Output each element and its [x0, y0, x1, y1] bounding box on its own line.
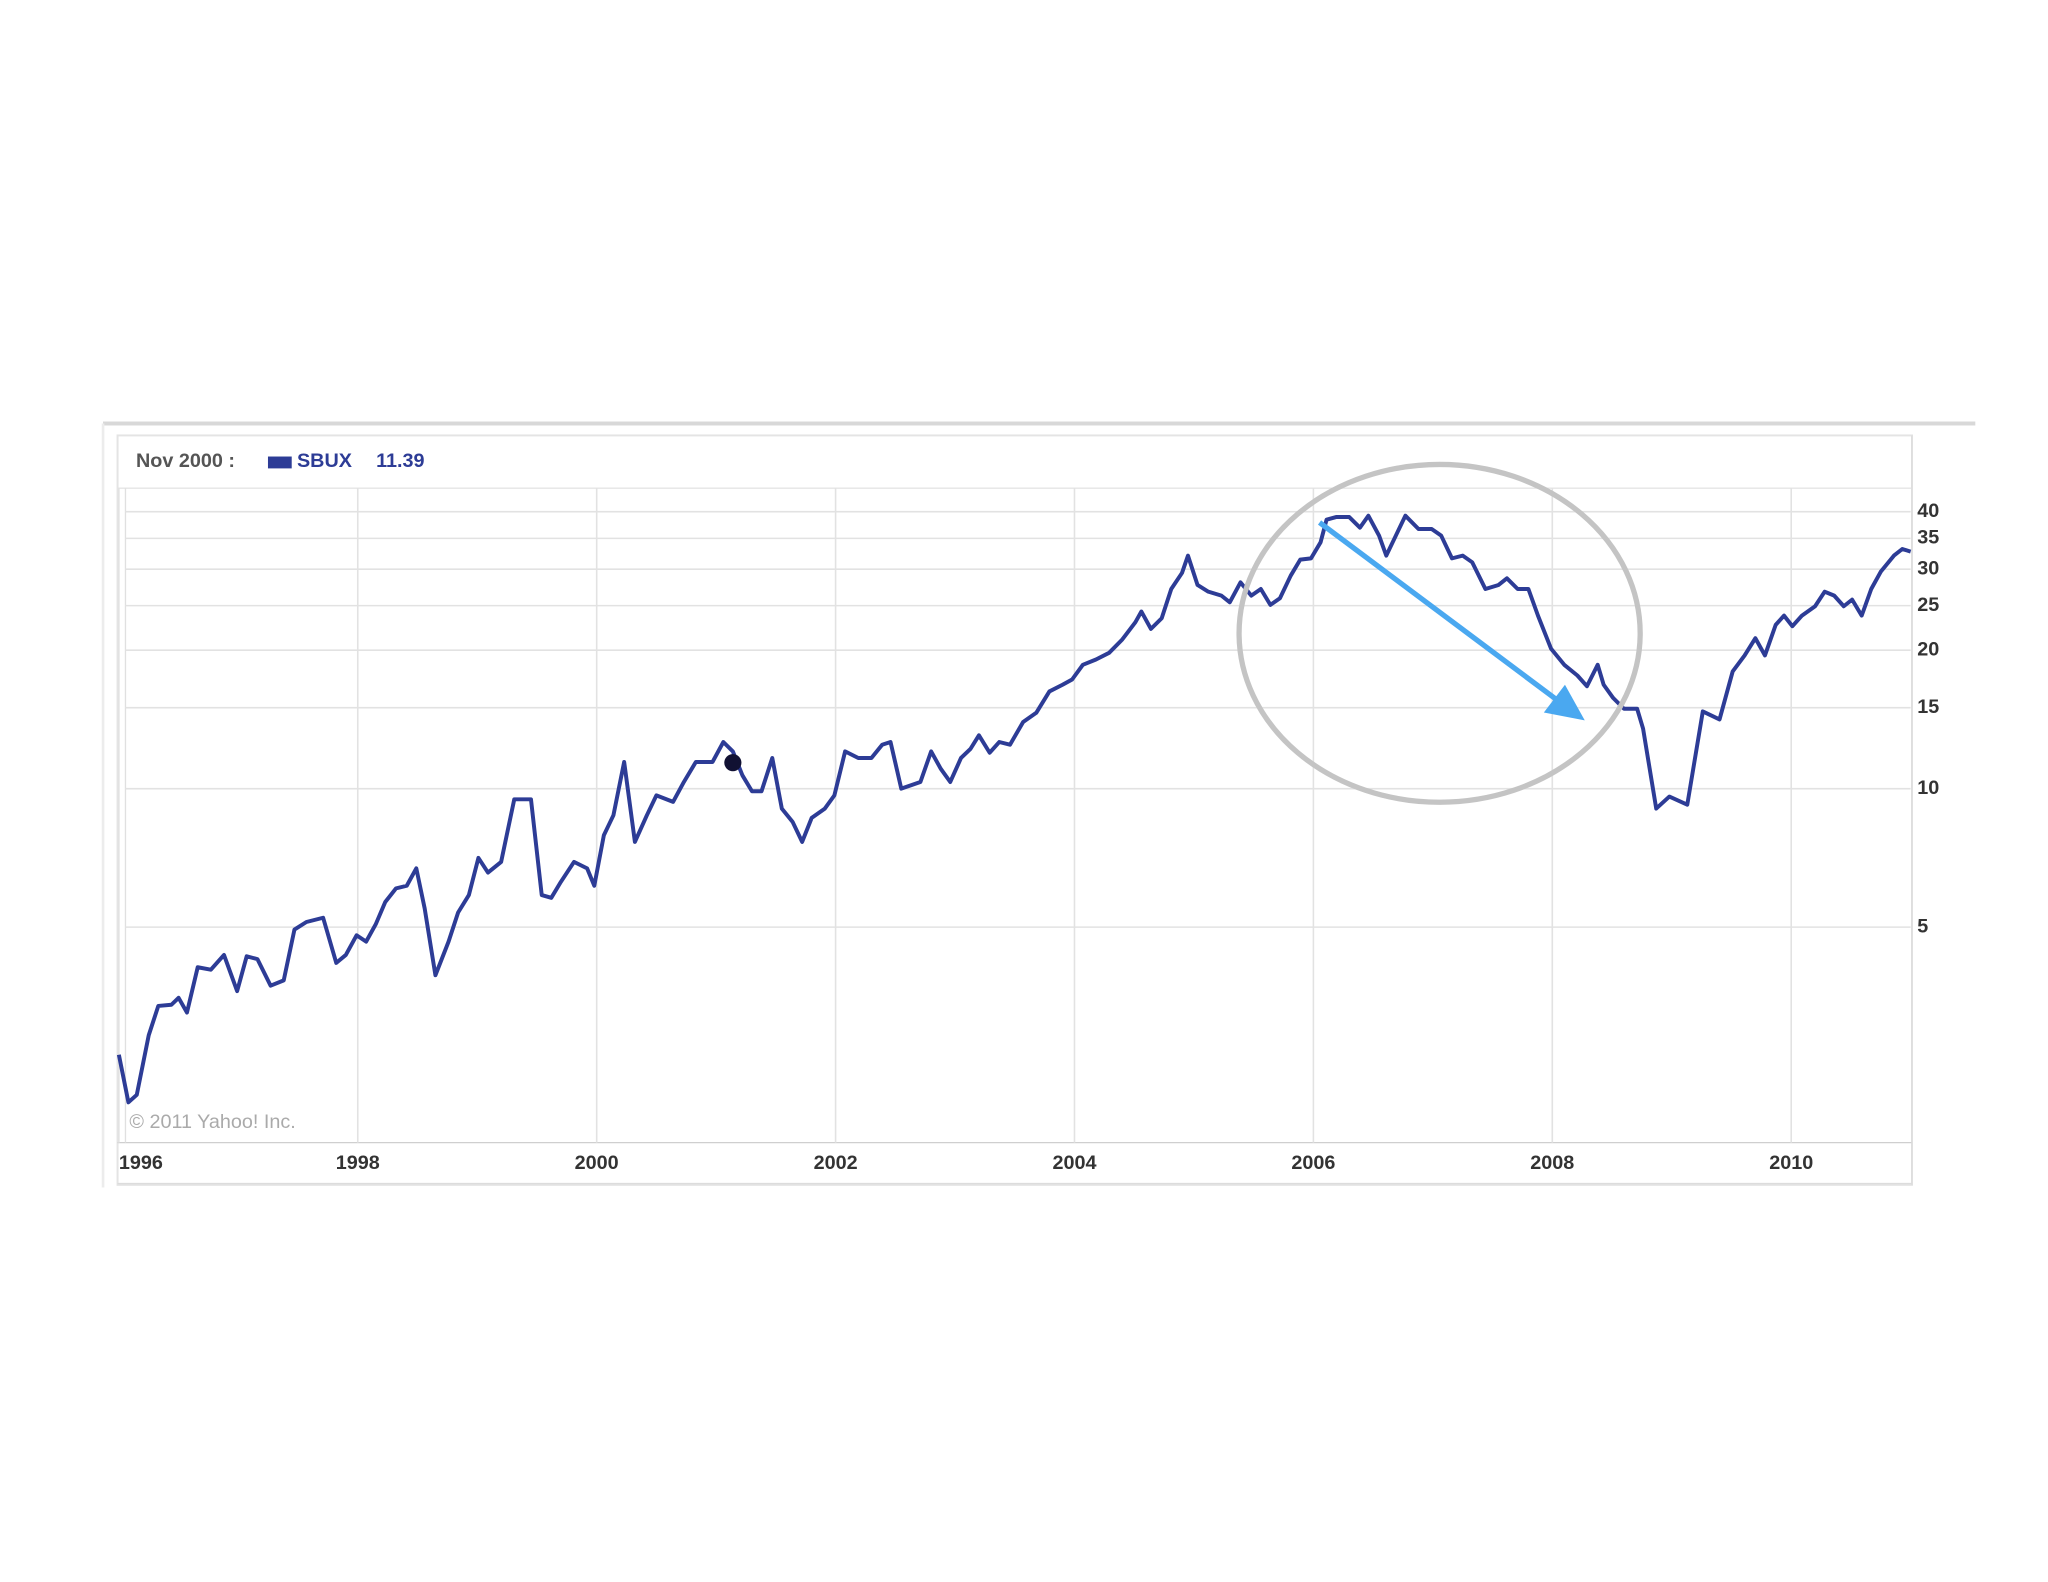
y-tick-label: 15	[1917, 696, 1939, 718]
y-tick-label: 40	[1917, 500, 1939, 522]
y-tick-label: 10	[1917, 777, 1939, 799]
legend-swatch	[267, 456, 292, 469]
hover-dot	[724, 754, 742, 772]
price-line	[116, 513, 1912, 1105]
x-tick-label: 1996	[119, 1152, 163, 1174]
y-tick-label: 35	[1917, 527, 1939, 549]
x-tick-label: 1998	[336, 1152, 380, 1174]
y-tick-label: 20	[1917, 638, 1939, 660]
hover-date: Nov 2000 :	[136, 450, 235, 472]
y-tick-label: 25	[1917, 594, 1939, 616]
y-tick-label: 30	[1917, 557, 1939, 579]
credit: © 2011 Yahoo! Inc.	[129, 1111, 295, 1133]
x-tick-label: 2002	[814, 1152, 858, 1174]
x-tick-label: 2000	[575, 1152, 619, 1174]
x-tick-label: 2010	[1769, 1152, 1813, 1174]
grid	[118, 488, 1911, 1143]
legend-series: SBUX	[297, 450, 353, 472]
x-tick-label: 2006	[1291, 1152, 1335, 1174]
hover-value: 11.39	[376, 450, 424, 472]
y-tick-label: 5	[1917, 915, 1928, 937]
x-tick-label: 2004	[1052, 1152, 1096, 1174]
trend-arrow-head	[1543, 684, 1585, 721]
chart-panel	[116, 434, 1913, 1186]
ticks: 5 10 15 20 25 30 35 40 1996 1998 2000 2002 2004 2006 2…	[119, 500, 1939, 1174]
x-tick-label: 2008	[1530, 1152, 1574, 1174]
highlight-ellipse	[1236, 461, 1643, 805]
plot	[116, 513, 1912, 1105]
trend-arrow	[1317, 520, 1562, 705]
